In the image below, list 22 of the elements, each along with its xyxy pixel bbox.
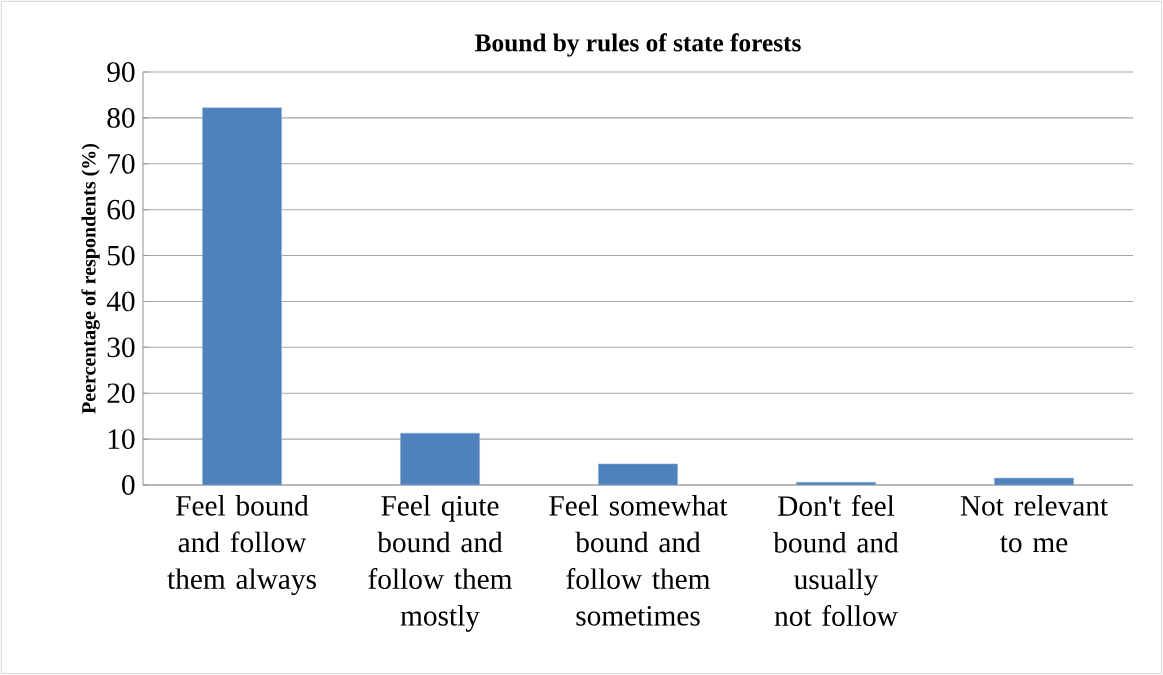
bar [598,463,678,485]
y-tick-label: 60 [107,199,135,220]
y-tick-label: 50 [108,245,135,266]
y-tick-label: 0 [122,475,135,495]
bar [994,477,1074,485]
bar [400,432,480,485]
x-tick-label: Feel bound and follow them always [167,495,316,596]
chart-title: Bound by rules of state forests [475,33,801,57]
x-tick-label: Don't feel bound and usually not follow [773,495,899,626]
y-tick-label: 70 [108,153,135,174]
y-tick-label: 30 [107,337,135,358]
x-tick-label: Feel somewhat bound and follow them sometimes [549,495,728,626]
bar [796,481,876,485]
y-tick-label: 40 [106,291,135,312]
x-tick-label: Not relevant to me [960,495,1108,553]
y-tick-label: 90 [107,62,135,82]
x-tick-label: Feel qiute bound and follow them mostly [368,495,513,632]
bar [202,107,282,485]
y-tick-label: 80 [107,107,135,128]
y-axis-title: Peercentage of respondents (%) [81,143,100,414]
y-tick-label: 10 [108,429,135,450]
y-tick-label: 20 [107,383,135,404]
